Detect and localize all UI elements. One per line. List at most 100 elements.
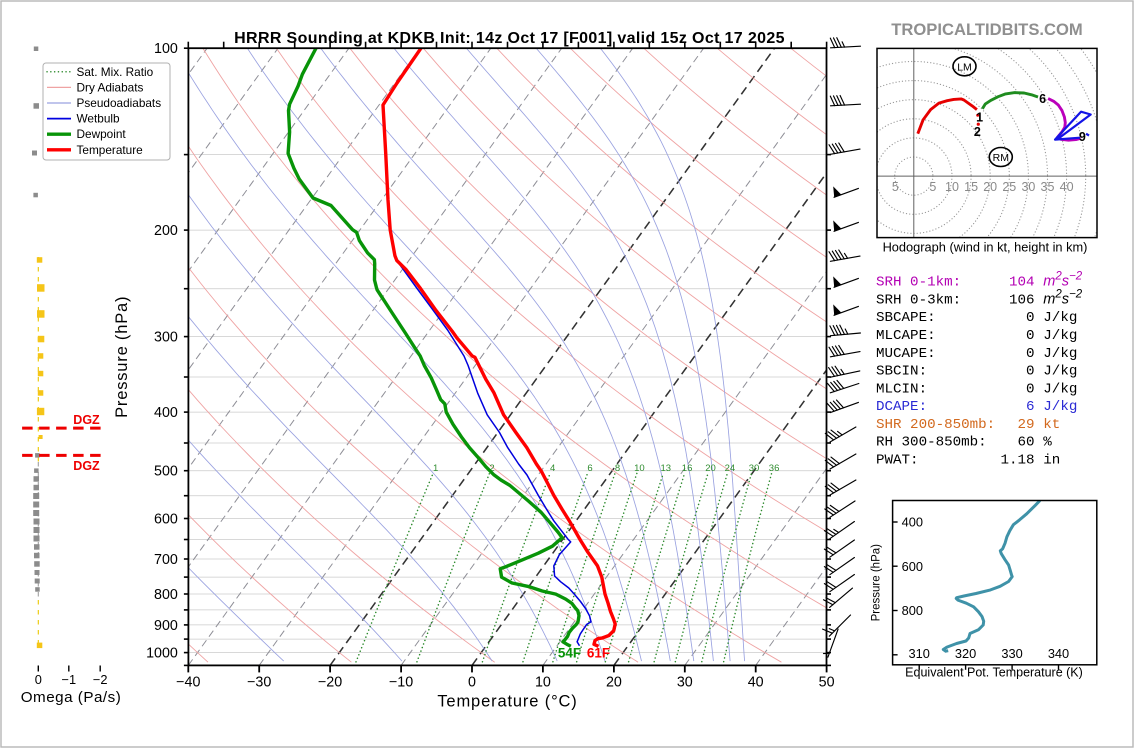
svg-text:320: 320 [955, 646, 976, 661]
svg-text:SRH 0-3km:: SRH 0-3km: [876, 292, 961, 308]
svg-text:Hodograph (wind in kt, height: Hodograph (wind in kt, height in km) [883, 240, 1088, 255]
svg-text:kt: kt [1043, 417, 1060, 433]
svg-text:1.18: 1.18 [1000, 453, 1034, 469]
svg-text:J/kg: J/kg [1043, 364, 1077, 380]
svg-text:600: 600 [902, 559, 923, 574]
svg-text:104: 104 [1009, 275, 1035, 291]
svg-text:−1: −1 [62, 672, 77, 687]
svg-text:800: 800 [154, 587, 178, 603]
svg-text:SBCAPE:: SBCAPE: [876, 310, 936, 326]
svg-text:8: 8 [615, 463, 620, 474]
svg-text:900: 900 [154, 618, 178, 634]
svg-text:700: 700 [154, 552, 178, 568]
svg-text:40: 40 [748, 675, 764, 691]
svg-text:15: 15 [964, 180, 978, 194]
svg-text:J/kg: J/kg [1043, 381, 1077, 397]
svg-text:6: 6 [1039, 92, 1046, 106]
svg-text:−40: −40 [176, 675, 200, 691]
svg-text:30: 30 [677, 675, 693, 691]
svg-text:2: 2 [489, 463, 494, 474]
svg-text:Pseudoadiabats: Pseudoadiabats [77, 96, 162, 110]
svg-text:30: 30 [1021, 180, 1035, 194]
svg-text:TROPICALTIDBITS.COM: TROPICALTIDBITS.COM [891, 20, 1082, 39]
svg-text:40: 40 [1060, 180, 1074, 194]
svg-text:600: 600 [154, 512, 178, 528]
svg-text:340: 340 [1048, 646, 1069, 661]
svg-text:330: 330 [1001, 646, 1022, 661]
svg-text:Temperature (°C): Temperature (°C) [437, 693, 577, 711]
svg-text:Dewpoint: Dewpoint [77, 127, 127, 141]
svg-text:10: 10 [945, 180, 959, 194]
svg-text:9: 9 [1079, 130, 1086, 144]
svg-text:24: 24 [725, 463, 736, 474]
svg-text:100: 100 [154, 41, 178, 57]
svg-text:0: 0 [1026, 328, 1035, 344]
svg-text:1: 1 [976, 110, 983, 124]
svg-text:5: 5 [892, 180, 899, 194]
svg-text:6: 6 [587, 463, 592, 474]
svg-text:J/kg: J/kg [1043, 399, 1077, 415]
svg-text:RH 300-850mb:: RH 300-850mb: [876, 435, 987, 451]
svg-text:0: 0 [468, 675, 476, 691]
svg-text:0: 0 [1026, 381, 1035, 397]
svg-text:800: 800 [902, 603, 923, 618]
svg-text:10: 10 [634, 463, 645, 474]
svg-text:20: 20 [983, 180, 997, 194]
svg-text:106: 106 [1009, 292, 1035, 308]
svg-text:60: 60 [1017, 435, 1034, 451]
svg-text:−30: −30 [247, 675, 271, 691]
svg-text:29: 29 [1017, 417, 1034, 433]
svg-text:SRH 0-1km:: SRH 0-1km: [876, 275, 961, 291]
svg-text:Equivalent Pot. Temperature (K: Equivalent Pot. Temperature (K) [905, 666, 1083, 680]
svg-text:Pressure (hPa): Pressure (hPa) [113, 296, 131, 418]
svg-text:MLCIN:: MLCIN: [876, 381, 927, 397]
svg-text:Wetbulb: Wetbulb [77, 112, 121, 126]
svg-text:Pressure (hPa): Pressure (hPa) [871, 544, 883, 622]
svg-text:J/kg: J/kg [1043, 310, 1077, 326]
svg-text:500: 500 [154, 464, 178, 480]
svg-text:0: 0 [35, 672, 42, 687]
svg-text:Dry Adiabats: Dry Adiabats [77, 80, 144, 94]
svg-text:20: 20 [606, 675, 622, 691]
svg-text:61F: 61F [587, 646, 610, 661]
svg-text:400: 400 [154, 405, 178, 421]
svg-text:25: 25 [1002, 180, 1016, 194]
svg-text:2: 2 [974, 125, 981, 139]
svg-text:J/kg: J/kg [1043, 346, 1077, 362]
svg-text:J/kg: J/kg [1043, 328, 1077, 344]
svg-text:50: 50 [819, 675, 835, 691]
svg-text:35: 35 [1041, 180, 1055, 194]
svg-text:5: 5 [929, 180, 936, 194]
svg-text:310: 310 [909, 646, 930, 661]
svg-text:DGZ: DGZ [73, 413, 100, 427]
svg-text:RM: RM [993, 152, 1009, 164]
svg-text:DCAPE:: DCAPE: [876, 399, 927, 415]
svg-text:200: 200 [154, 223, 178, 239]
svg-text:16: 16 [682, 463, 693, 474]
svg-text:HRRR Sounding at KDKB Init: 14: HRRR Sounding at KDKB Init: 14z Oct 17 [… [234, 30, 785, 47]
svg-text:0: 0 [1026, 310, 1035, 326]
svg-text:MUCAPE:: MUCAPE: [876, 346, 936, 362]
svg-text:SBCIN:: SBCIN: [876, 364, 927, 380]
svg-text:MLCAPE:: MLCAPE: [876, 328, 936, 344]
svg-text:%: % [1043, 435, 1052, 451]
svg-text:4: 4 [550, 463, 555, 474]
svg-text:LM: LM [957, 61, 972, 73]
svg-text:0: 0 [1026, 364, 1035, 380]
svg-text:0: 0 [1026, 346, 1035, 362]
svg-text:10: 10 [535, 675, 551, 691]
svg-text:SHR 200-850mb:: SHR 200-850mb: [876, 417, 995, 433]
svg-text:6: 6 [1026, 399, 1035, 415]
svg-text:13: 13 [661, 463, 672, 474]
svg-text:−10: −10 [389, 675, 413, 691]
svg-text:54F: 54F [558, 646, 581, 661]
svg-text:1: 1 [433, 463, 438, 474]
svg-text:−2: −2 [93, 672, 108, 687]
svg-text:20: 20 [705, 463, 716, 474]
svg-text:Omega (Pa/s): Omega (Pa/s) [21, 689, 122, 706]
svg-text:36: 36 [769, 463, 780, 474]
svg-text:DGZ: DGZ [73, 459, 100, 473]
svg-text:Temperature: Temperature [77, 143, 144, 157]
svg-text:400: 400 [902, 515, 923, 530]
svg-text:PWAT:: PWAT: [876, 453, 919, 469]
